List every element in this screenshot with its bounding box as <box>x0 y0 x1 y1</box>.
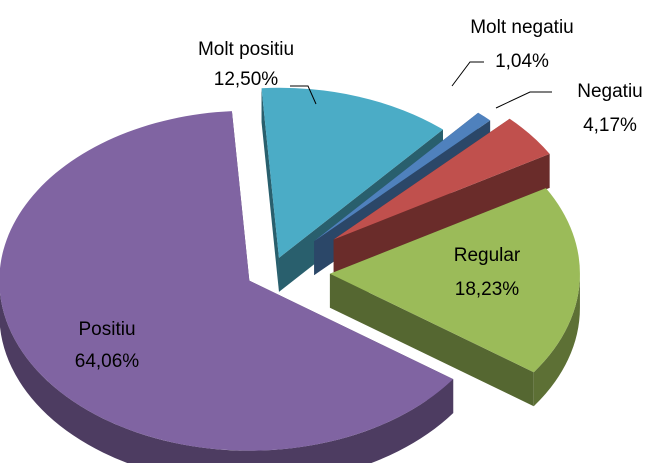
value-label: 18,23% <box>455 279 520 300</box>
pie <box>0 87 580 463</box>
category-label: Molt positiu <box>198 39 294 60</box>
category-label: Molt negatiu <box>470 17 574 38</box>
slice <box>333 118 550 240</box>
slice-side <box>533 273 580 407</box>
leader-line <box>495 91 552 109</box>
category-label: Regular <box>454 245 521 266</box>
leader-line <box>290 85 317 105</box>
value-label: 12,50% <box>214 69 279 90</box>
slice-wall <box>329 273 534 407</box>
value-label: 4,17% <box>583 115 637 136</box>
leader-line <box>451 61 484 87</box>
category-label: Negatiu <box>577 81 643 102</box>
value-label: 1,04% <box>495 51 549 72</box>
slice <box>261 87 443 258</box>
slice <box>0 111 454 451</box>
category-label: Positiu <box>78 319 135 340</box>
labels: Molt positiu 12,50% Molt negatiu 1,04% Negat… <box>75 17 643 372</box>
slice-side <box>0 292 454 463</box>
value-label: 64,06% <box>75 351 140 372</box>
slice <box>329 188 580 373</box>
slice <box>314 112 491 242</box>
slice-wall <box>333 153 550 274</box>
slice-wall <box>261 88 279 292</box>
